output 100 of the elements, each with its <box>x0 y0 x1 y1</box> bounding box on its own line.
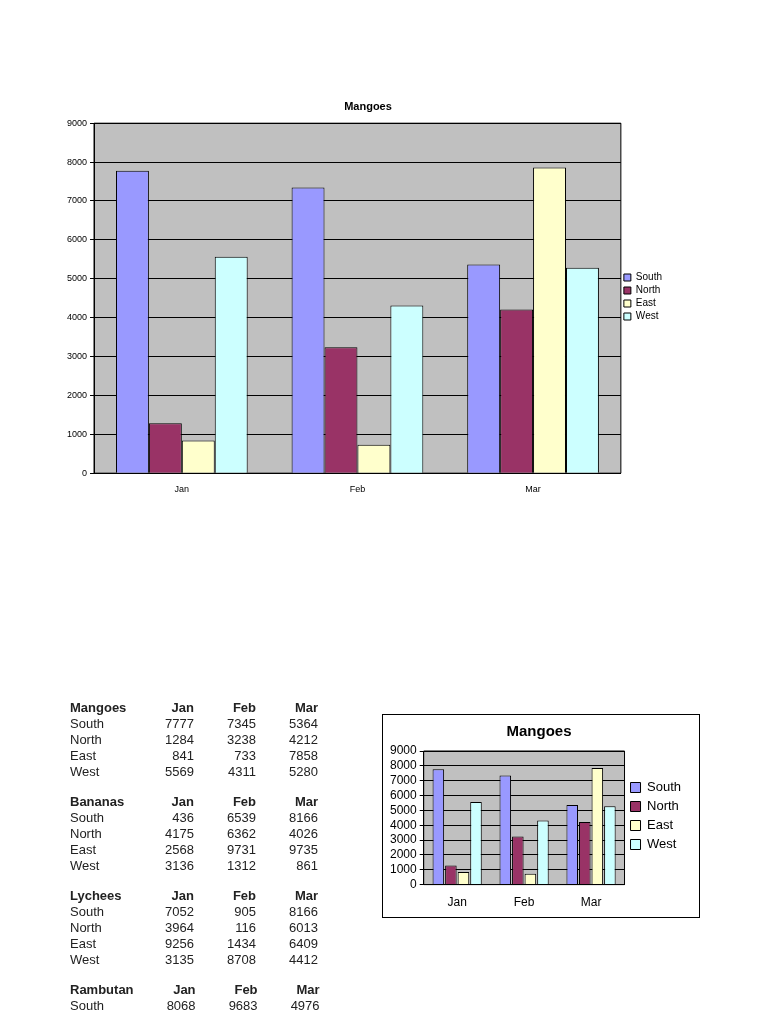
y-tick-label: South <box>70 904 105 920</box>
y-tick-label: West <box>70 764 101 780</box>
y-tick-label: 2000 <box>66 389 88 400</box>
legend-label: North <box>635 284 661 296</box>
x-tick-label: Mar <box>293 794 318 810</box>
x-tick-label: Mar <box>293 700 318 716</box>
data-label: 6013 <box>288 920 318 936</box>
y-tick-label: North <box>70 826 103 842</box>
data-label: 1284 <box>164 732 194 748</box>
y-tick-label: 7000 <box>66 195 88 206</box>
x-tick-label: Mar <box>293 888 318 904</box>
data-label: 8166 <box>288 904 318 920</box>
data-label: 4175 <box>164 826 194 842</box>
y-tick-label: 9000 <box>389 743 418 758</box>
data-label: 6362 <box>226 826 256 842</box>
y-tick-label: 9000 <box>66 117 88 128</box>
x-tick-label: Mar <box>525 484 541 495</box>
data-label: 3135 <box>164 952 194 968</box>
x-tick-label: Feb <box>233 982 258 998</box>
text: Rambutan <box>70 982 134 998</box>
x-tick-label: Jan <box>170 794 194 810</box>
y-tick-label: 0 <box>82 467 88 478</box>
chart-title: Lychees <box>70 888 123 904</box>
data-label: 3136 <box>164 858 194 874</box>
data-label: 5280 <box>288 764 318 780</box>
data-label: 4311 <box>227 764 256 780</box>
data-label: 8068 <box>165 998 196 1014</box>
y-tick-label: 3000 <box>66 351 88 362</box>
legend-label: East <box>647 817 674 833</box>
data-label: 5569 <box>164 764 194 780</box>
data-label: 7777 <box>164 716 194 732</box>
x-tick-label: Feb <box>349 484 366 495</box>
x-tick-label: Jan <box>172 982 196 998</box>
data-label: 9256 <box>164 936 194 952</box>
data-label: 1434 <box>226 936 256 952</box>
x-tick-label: Feb <box>231 888 256 904</box>
data-label: 9683 <box>227 998 258 1014</box>
y-tick-label: 0 <box>410 876 418 891</box>
y-tick-label: 4000 <box>389 817 418 832</box>
x-tick-label: Jan <box>447 895 467 910</box>
legend-label: North <box>647 798 679 814</box>
legend-label: West <box>647 836 677 852</box>
y-tick-label: South <box>70 998 105 1014</box>
x-tick-label: Feb <box>231 700 256 716</box>
y-tick-label: 7000 <box>389 773 418 787</box>
data-label: 1312 <box>226 858 256 874</box>
y-tick-label: South <box>70 716 105 732</box>
y-tick-label: North <box>70 732 103 748</box>
y-tick-label: West <box>70 952 101 968</box>
data-label: 6539 <box>226 810 256 826</box>
y-tick-label: West <box>70 858 101 874</box>
data-label: 841 <box>171 748 194 764</box>
x-tick-label: Mar <box>295 982 320 998</box>
chart-title: Mangoes <box>344 99 392 112</box>
y-tick-label: 3000 <box>389 832 418 847</box>
data-label: 6409 <box>288 936 318 952</box>
y-tick-label: 1000 <box>389 862 418 877</box>
x-tick-label: Jan <box>170 888 194 904</box>
y-tick-label: 8000 <box>66 156 88 167</box>
y-tick-label: 2000 <box>389 847 418 862</box>
legend-label: West <box>635 310 659 322</box>
x-tick-label: Feb <box>231 794 256 810</box>
data-label: 3964 <box>164 920 194 936</box>
y-tick-label: 4000 <box>66 312 88 323</box>
chart-title: Bananas <box>70 794 126 810</box>
data-label: 7052 <box>164 904 194 920</box>
data-label: 8166 <box>288 810 318 826</box>
data-label: 9731 <box>226 842 256 858</box>
legend-label: East <box>635 297 657 309</box>
legend-label: South <box>647 779 682 795</box>
data-label: 9735 <box>288 842 318 858</box>
y-tick-label: 5000 <box>389 802 418 817</box>
y-tick-label: 1000 <box>66 428 88 439</box>
y-tick-label: 5000 <box>66 273 88 284</box>
data-label: 7858 <box>288 748 318 764</box>
data-label: 733 <box>233 748 256 764</box>
data-label: 4412 <box>288 952 318 968</box>
data-label: 2568 <box>164 842 194 858</box>
y-tick-label: North <box>70 920 103 936</box>
legend-label: South <box>635 271 663 283</box>
y-tick-label: 6000 <box>66 234 88 245</box>
x-tick-label: Jan <box>174 484 190 495</box>
data-label: 5364 <box>288 716 318 732</box>
y-tick-label: 6000 <box>389 787 418 802</box>
chart-title: Mangoes <box>506 722 572 740</box>
y-tick-label: East <box>70 748 97 764</box>
data-label: 7345 <box>226 716 256 732</box>
data-label: 861 <box>295 858 318 874</box>
y-tick-label: South <box>70 810 105 826</box>
data-label: 905 <box>233 904 256 920</box>
y-tick-label: 8000 <box>389 758 418 773</box>
y-tick-label: East <box>70 842 97 858</box>
y-tick-label: East <box>70 936 97 952</box>
data-label: 436 <box>171 810 194 826</box>
data-label: 4212 <box>288 732 318 748</box>
data-label: 116 <box>234 920 256 936</box>
data-label: 4026 <box>288 826 318 842</box>
data-label: 8708 <box>226 952 256 968</box>
data-label: 4976 <box>289 998 320 1014</box>
x-tick-label: Mar <box>580 895 602 910</box>
